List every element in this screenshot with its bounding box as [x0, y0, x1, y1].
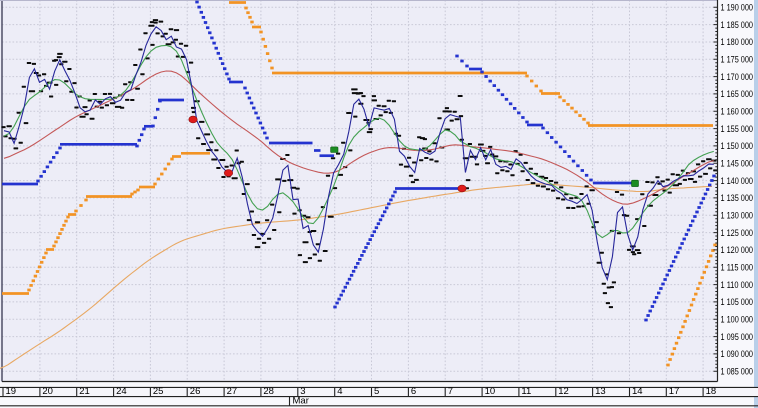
- svg-text:20: 20: [42, 386, 53, 397]
- svg-text:11: 11: [521, 386, 531, 397]
- svg-text:1 145 000: 1 145 000: [721, 159, 754, 170]
- svg-text:1 150 000: 1 150 000: [721, 141, 754, 152]
- svg-text:10: 10: [485, 386, 496, 397]
- svg-text:1 130 000: 1 130 000: [721, 211, 754, 222]
- svg-text:27: 27: [227, 386, 238, 397]
- svg-text:28: 28: [263, 386, 274, 397]
- svg-text:4: 4: [337, 386, 342, 397]
- svg-text:3: 3: [300, 386, 305, 397]
- svg-text:13: 13: [595, 386, 606, 397]
- svg-text:17: 17: [669, 386, 680, 397]
- svg-text:1 110 000: 1 110 000: [721, 280, 754, 291]
- svg-text:25: 25: [153, 386, 164, 397]
- svg-text:1 085 000: 1 085 000: [721, 366, 754, 377]
- svg-text:1 115 000: 1 115 000: [721, 262, 754, 273]
- svg-text:1 140 000: 1 140 000: [721, 176, 754, 187]
- svg-text:1 100 000: 1 100 000: [721, 314, 754, 325]
- svg-text:12: 12: [558, 386, 569, 397]
- svg-text:6: 6: [411, 386, 416, 397]
- svg-text:1 105 000: 1 105 000: [721, 297, 754, 308]
- svg-text:26: 26: [190, 386, 201, 397]
- svg-text:1 180 000: 1 180 000: [721, 37, 754, 48]
- svg-text:21: 21: [79, 386, 90, 397]
- svg-text:24: 24: [116, 386, 127, 397]
- svg-text:1 190 000: 1 190 000: [721, 3, 754, 14]
- svg-text:5: 5: [374, 386, 379, 397]
- svg-text:18: 18: [706, 386, 717, 397]
- svg-text:1 095 000: 1 095 000: [721, 332, 754, 343]
- svg-text:1 170 000: 1 170 000: [721, 72, 754, 83]
- svg-text:1 135 000: 1 135 000: [721, 193, 754, 204]
- svg-text:1 155 000: 1 155 000: [721, 124, 754, 135]
- svg-text:7: 7: [448, 386, 453, 397]
- svg-text:14: 14: [632, 386, 643, 397]
- svg-text:1 125 000: 1 125 000: [721, 228, 754, 239]
- svg-text:19: 19: [6, 386, 17, 397]
- svg-text:Mar: Mar: [293, 395, 309, 406]
- svg-text:1 185 000: 1 185 000: [721, 20, 754, 31]
- svg-text:1 165 000: 1 165 000: [721, 89, 754, 100]
- svg-text:1 175 000: 1 175 000: [721, 55, 754, 66]
- svg-text:1 090 000: 1 090 000: [721, 349, 754, 360]
- svg-text:1 160 000: 1 160 000: [721, 107, 754, 118]
- svg-text:1 120 000: 1 120 000: [721, 245, 754, 256]
